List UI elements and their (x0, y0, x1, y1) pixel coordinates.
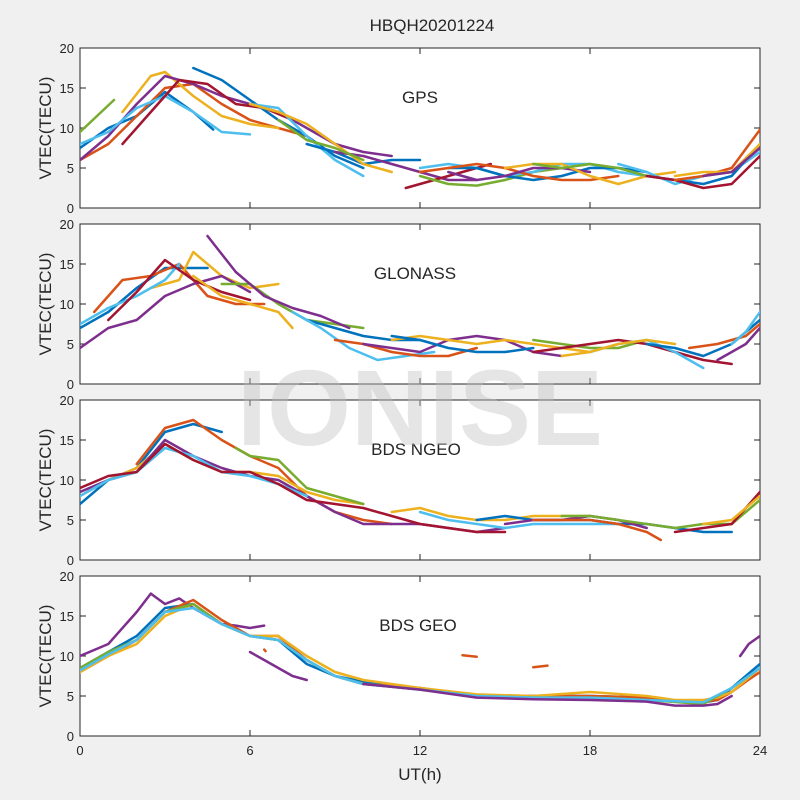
panel-4: 0 5 10 15 20 0 6 12 18 24 VTEC(TECU) BDS GEO (36, 569, 767, 758)
y-tick-label: 5 (67, 513, 74, 528)
series-line-9 (192, 274, 294, 330)
series-line-14 (390, 334, 592, 354)
series-line-16 (532, 338, 648, 350)
series-group (80, 234, 760, 370)
series-line-13 (277, 118, 365, 162)
y-tick-label: 0 (67, 729, 74, 744)
plot-area (79, 223, 761, 385)
y-tick-label: 10 (60, 121, 74, 136)
y-tick-label: 10 (60, 473, 74, 488)
series-line-12 (262, 648, 267, 653)
panel-label: BDS GEO (379, 616, 456, 635)
y-tick-label: 20 (60, 569, 74, 584)
y-tick-label: 10 (60, 649, 74, 664)
series-group (80, 592, 760, 707)
y-tick-label: 20 (60, 393, 74, 408)
series-line-8 (206, 234, 351, 330)
y-tick-label: 20 (60, 217, 74, 232)
y-axis-label: VTEC(TECU) (36, 429, 55, 532)
y-tick-label: 5 (67, 689, 74, 704)
y-tick-label: 15 (60, 609, 74, 624)
x-axis-label: UT(h) (398, 765, 441, 784)
series-line-22 (716, 326, 760, 362)
x-tick-label: 24 (753, 743, 767, 758)
y-tick-label: 15 (60, 257, 74, 272)
watermark: IONISE (237, 347, 603, 468)
series-line-11 (333, 150, 478, 182)
series-line-7 (80, 442, 507, 534)
series-line-15 (702, 494, 760, 526)
panel-label: GLONASS (374, 264, 456, 283)
y-tick-label: 20 (60, 41, 74, 56)
plot-area (79, 575, 761, 737)
y-tick-label: 0 (67, 201, 74, 216)
series-line-5 (80, 98, 116, 134)
series-line-19 (447, 166, 592, 182)
series-line-12 (333, 338, 478, 358)
series-line-8 (390, 506, 592, 522)
x-tick-label: 0 (76, 743, 83, 758)
panel-3: 0 5 10 15 20 VTEC(TECU) BDS NGEO (36, 393, 761, 568)
series-line-6 (80, 262, 181, 326)
y-tick-label: 15 (60, 81, 74, 96)
figure-title: HBQH20201224 (370, 16, 495, 35)
series-line-13 (362, 334, 563, 358)
series-line-16 (418, 162, 648, 178)
series-line-10 (305, 318, 422, 342)
panel-2: 0 5 10 15 20 VTEC(TECU) GLONASS (36, 217, 761, 392)
series-line-27 (702, 146, 760, 178)
series-line-24 (645, 154, 760, 190)
series-line-26 (673, 142, 760, 178)
series-line-10 (461, 653, 478, 659)
series-line-9 (418, 510, 620, 530)
series-line-6 (80, 606, 760, 704)
x-tick-label: 12 (413, 743, 427, 758)
series-line-9 (248, 102, 365, 178)
series-group (80, 66, 760, 190)
plot-area (79, 47, 761, 209)
series-line-11 (532, 664, 549, 669)
y-tick-label: 15 (60, 433, 74, 448)
y-tick-label: 5 (67, 337, 74, 352)
series-line-15 (390, 334, 535, 354)
y-tick-label: 0 (67, 377, 74, 392)
series-line-7 (362, 682, 733, 707)
series-line-21 (687, 322, 760, 350)
series-line-21 (532, 162, 648, 178)
panel-1: 0 5 10 15 20 VTEC(TECU) GPS (36, 41, 761, 216)
y-tick-label: 5 (67, 161, 74, 176)
y-axis-label: VTEC(TECU) (36, 77, 55, 180)
series-line-7 (107, 258, 252, 322)
y-tick-label: 0 (67, 553, 74, 568)
series-group (80, 418, 760, 542)
panel-label: BDS NGEO (371, 440, 461, 459)
series-line-9 (738, 634, 760, 658)
series-line-1 (80, 266, 209, 330)
series-line-3 (121, 70, 280, 130)
x-tick-label: 6 (246, 743, 253, 758)
series-line-19 (560, 338, 677, 358)
panels: 0 5 10 15 20 VTEC(TECU) GPS 0 5 10 15 20 VTEC(TECU) G… (36, 41, 767, 758)
series-line-4 (80, 274, 252, 350)
series-line-12 (532, 518, 663, 542)
x-tick-label: 18 (583, 743, 597, 758)
series-line-2 (135, 418, 393, 526)
y-axis-label: VTEC(TECU) (36, 605, 55, 708)
panel-label: GPS (402, 88, 438, 107)
y-axis-label: VTEC(TECU) (36, 253, 55, 356)
series-line-5 (234, 446, 365, 506)
y-tick-label: 10 (60, 297, 74, 312)
series-line-23 (730, 310, 760, 346)
series-line-12 (248, 102, 393, 174)
series-line-8 (248, 650, 308, 682)
